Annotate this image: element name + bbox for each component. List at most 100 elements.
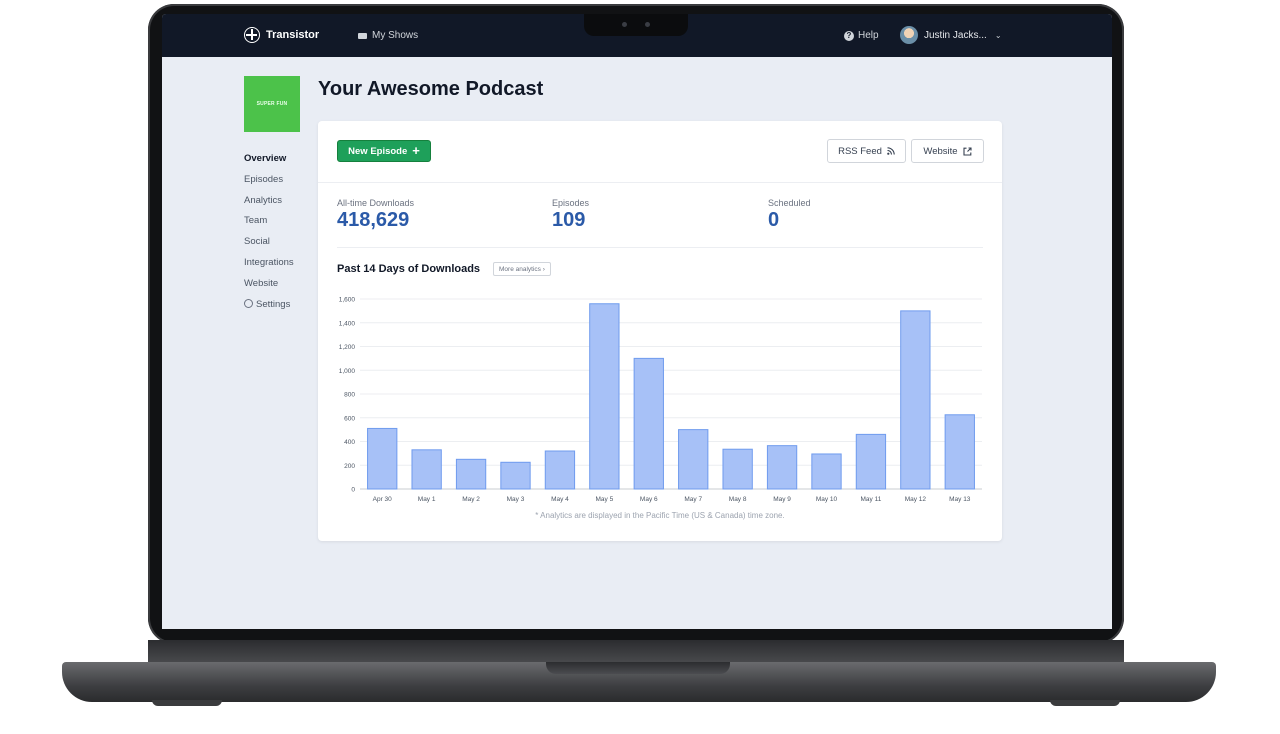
website-button[interactable]: Website [911,139,984,163]
y-tick-label: 800 [344,392,355,399]
y-tick-label: 1,400 [339,320,356,327]
laptop-base-top [148,640,1124,664]
cover-text: SUPER FUN [256,101,288,107]
sidebar-item-integrations[interactable]: Integrations [244,256,294,277]
stat-label: Scheduled [768,198,811,208]
external-link-icon [963,146,972,156]
screen: Transistor My Shows ? Help Justin Jacks.… [162,14,1112,629]
sidebar-item-label: Episodes [244,173,284,185]
bar [500,461,531,490]
sidebar-item-overview[interactable]: Overview [244,152,294,173]
new-episode-label: New Episode [348,145,408,157]
sidebar-item-label: Team [244,215,268,227]
x-tick-label: May 6 [640,496,658,503]
sidebar-item-label: Overview [244,153,287,164]
more-analytics-button[interactable]: More analytics › [493,262,551,276]
stat-episodes: Episodes 109 [552,198,589,232]
timezone-footnote: * Analytics are displayed in the Pacific… [535,511,785,520]
brand-name: Transistor [266,29,320,41]
plus-icon: + [412,143,420,158]
stat-label: Episodes [552,198,590,208]
rss-icon [887,147,895,155]
x-tick-label: May 4 [551,496,569,503]
camera-dot [645,22,650,27]
y-tick-label: 200 [344,463,355,470]
sidebar-item-label: Integrations [244,256,294,268]
sidebar-item-label: Social [244,236,270,248]
y-tick-label: 1,600 [339,297,356,304]
help-label: Help [858,30,879,41]
y-tick-label: 0 [351,487,355,494]
podcast-cover[interactable]: SUPER FUN [244,76,300,132]
overview-card: New Episode + RSS Feed Website All-time … [318,121,1002,541]
bar [811,453,842,490]
bar [589,303,620,490]
x-tick-label: May 9 [773,496,791,503]
sidebar-item-social[interactable]: Social [244,235,294,256]
bar [411,449,442,490]
x-tick-label: May 12 [905,496,927,503]
website-label: Website [923,145,958,157]
rss-feed-button[interactable]: RSS Feed [827,139,906,163]
sidebar-item-team[interactable]: Team [244,214,294,235]
stat-value: 109 [552,209,586,231]
my-shows-link[interactable]: My Shows [358,30,418,41]
avatar [900,26,918,44]
stat-label: All-time Downloads [337,198,415,208]
sidebar-item-analytics[interactable]: Analytics [244,194,294,215]
x-tick-label: May 13 [949,496,971,503]
rss-feed-label: RSS Feed [838,145,882,157]
stat-all-time-downloads: All-time Downloads 418,629 [337,198,414,232]
y-tick-label: 400 [344,439,355,446]
top-nav: Transistor My Shows ? Help Justin Jacks.… [162,14,1112,57]
card-toolbar: New Episode + RSS Feed Website [318,121,1002,183]
camera-notch [584,14,688,36]
gear-icon [244,298,253,308]
bar [544,450,576,490]
y-tick-label: 1,000 [339,368,356,375]
divider [337,247,983,248]
x-tick-label: May 1 [418,496,436,503]
sidebar-item-label: Website [244,277,279,289]
help-link[interactable]: ? Help [844,30,879,41]
bar [722,448,753,490]
bar [855,433,887,490]
shows-icon [358,32,367,39]
downloads-bar-chart: 0 200 400 600 800 1,000 1,200 1,400 1,600 Apr 30 M… [339,297,982,503]
sidebar-item-settings[interactable]: Settings [244,298,294,319]
chart-title: Past 14 Days of Downloads [337,263,481,275]
user-menu[interactable]: Justin Jacks... ⌄ [900,26,1002,44]
sidebar-item-label: Analytics [244,194,283,206]
x-tick-label: Apr 30 [373,496,393,503]
help-icon: ? [844,30,854,41]
transistor-logo-icon [244,27,260,43]
x-tick-label: May 11 [861,496,882,503]
bar [367,427,398,490]
bar [944,414,975,490]
stat-value: 0 [768,209,780,231]
sidebar-item-website[interactable]: Website [244,277,294,298]
x-tick-label: May 7 [684,496,702,503]
laptop-foot [1050,700,1120,706]
brand-logo[interactable]: Transistor [244,27,319,43]
sidebar-item-episodes[interactable]: Episodes [244,173,294,194]
camera-dot [622,22,627,27]
my-shows-label: My Shows [372,30,419,41]
x-tick-label: May 2 [462,496,480,503]
x-tick-label: May 10 [816,496,838,503]
laptop-hinge [546,662,730,674]
user-name: Justin Jacks... [924,29,987,41]
page-title: Your Awesome Podcast [318,78,544,100]
bar [900,310,931,490]
bar [766,445,798,490]
bar [633,357,664,490]
x-tick-label: May 3 [507,496,525,503]
y-tick-label: 1,200 [339,344,356,351]
stat-scheduled: Scheduled 0 [768,198,811,232]
bar [678,429,709,490]
y-tick-label: 600 [344,415,355,422]
chevron-down-icon: ⌄ [994,30,1002,40]
new-episode-button[interactable]: New Episode + [337,140,431,162]
x-tick-label: May 5 [596,496,614,503]
sidebar-nav: Overview Episodes Analytics Team Social … [244,152,294,318]
